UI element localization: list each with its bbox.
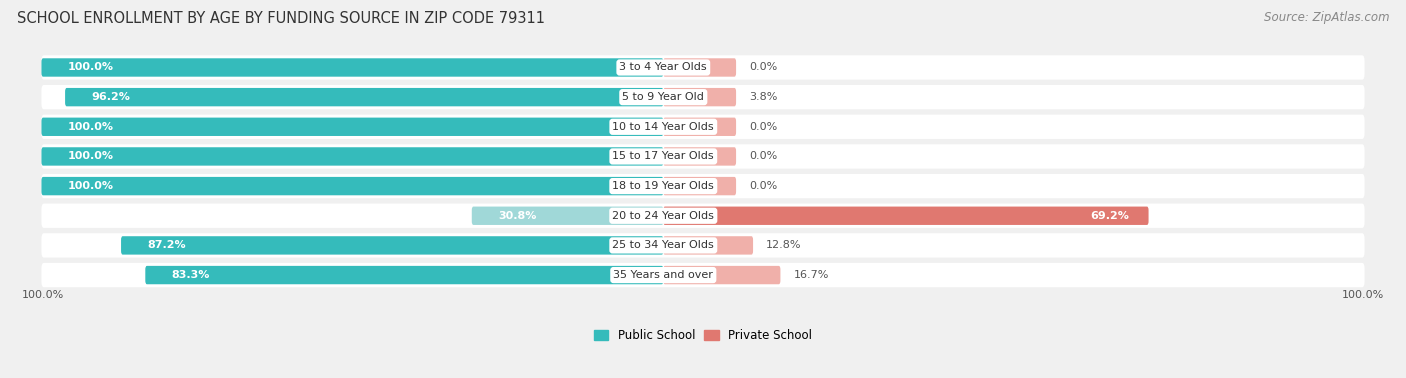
FancyBboxPatch shape — [664, 206, 1149, 225]
Text: 20 to 24 Year Olds: 20 to 24 Year Olds — [613, 211, 714, 221]
FancyBboxPatch shape — [472, 206, 664, 225]
FancyBboxPatch shape — [41, 118, 664, 136]
Text: 100.0%: 100.0% — [67, 122, 114, 132]
Text: 3 to 4 Year Olds: 3 to 4 Year Olds — [620, 62, 707, 73]
Text: 100.0%: 100.0% — [67, 181, 114, 191]
Text: 100.0%: 100.0% — [67, 62, 114, 73]
Text: 0.0%: 0.0% — [749, 152, 778, 161]
FancyBboxPatch shape — [145, 266, 664, 284]
FancyBboxPatch shape — [121, 236, 664, 255]
FancyBboxPatch shape — [664, 88, 737, 106]
Text: 100.0%: 100.0% — [67, 152, 114, 161]
FancyBboxPatch shape — [41, 147, 664, 166]
Text: 87.2%: 87.2% — [148, 240, 186, 250]
FancyBboxPatch shape — [65, 88, 664, 106]
FancyBboxPatch shape — [664, 118, 737, 136]
Text: 30.8%: 30.8% — [498, 211, 537, 221]
FancyBboxPatch shape — [664, 266, 780, 284]
Text: Source: ZipAtlas.com: Source: ZipAtlas.com — [1264, 11, 1389, 24]
Text: 69.2%: 69.2% — [1090, 211, 1129, 221]
FancyBboxPatch shape — [41, 85, 1365, 109]
Text: 100.0%: 100.0% — [21, 290, 63, 300]
Text: 96.2%: 96.2% — [91, 92, 131, 102]
FancyBboxPatch shape — [41, 204, 1365, 228]
Text: 35 Years and over: 35 Years and over — [613, 270, 713, 280]
FancyBboxPatch shape — [664, 236, 754, 255]
FancyBboxPatch shape — [41, 233, 1365, 257]
FancyBboxPatch shape — [41, 115, 1365, 139]
Text: 0.0%: 0.0% — [749, 122, 778, 132]
Text: 0.0%: 0.0% — [749, 181, 778, 191]
Text: 10 to 14 Year Olds: 10 to 14 Year Olds — [613, 122, 714, 132]
FancyBboxPatch shape — [41, 263, 1365, 287]
FancyBboxPatch shape — [41, 174, 1365, 198]
FancyBboxPatch shape — [41, 55, 1365, 80]
Text: 16.7%: 16.7% — [793, 270, 830, 280]
FancyBboxPatch shape — [664, 177, 737, 195]
Text: 100.0%: 100.0% — [1343, 290, 1385, 300]
Text: 3.8%: 3.8% — [749, 92, 778, 102]
FancyBboxPatch shape — [41, 177, 664, 195]
Text: 83.3%: 83.3% — [172, 270, 209, 280]
Text: 0.0%: 0.0% — [749, 62, 778, 73]
Text: SCHOOL ENROLLMENT BY AGE BY FUNDING SOURCE IN ZIP CODE 79311: SCHOOL ENROLLMENT BY AGE BY FUNDING SOUR… — [17, 11, 546, 26]
FancyBboxPatch shape — [664, 58, 737, 77]
Text: 5 to 9 Year Old: 5 to 9 Year Old — [623, 92, 704, 102]
FancyBboxPatch shape — [41, 58, 664, 77]
Text: 25 to 34 Year Olds: 25 to 34 Year Olds — [613, 240, 714, 250]
FancyBboxPatch shape — [41, 144, 1365, 169]
Text: 12.8%: 12.8% — [766, 240, 801, 250]
FancyBboxPatch shape — [664, 147, 737, 166]
Text: 18 to 19 Year Olds: 18 to 19 Year Olds — [613, 181, 714, 191]
Text: 15 to 17 Year Olds: 15 to 17 Year Olds — [613, 152, 714, 161]
Legend: Public School, Private School: Public School, Private School — [589, 324, 817, 347]
